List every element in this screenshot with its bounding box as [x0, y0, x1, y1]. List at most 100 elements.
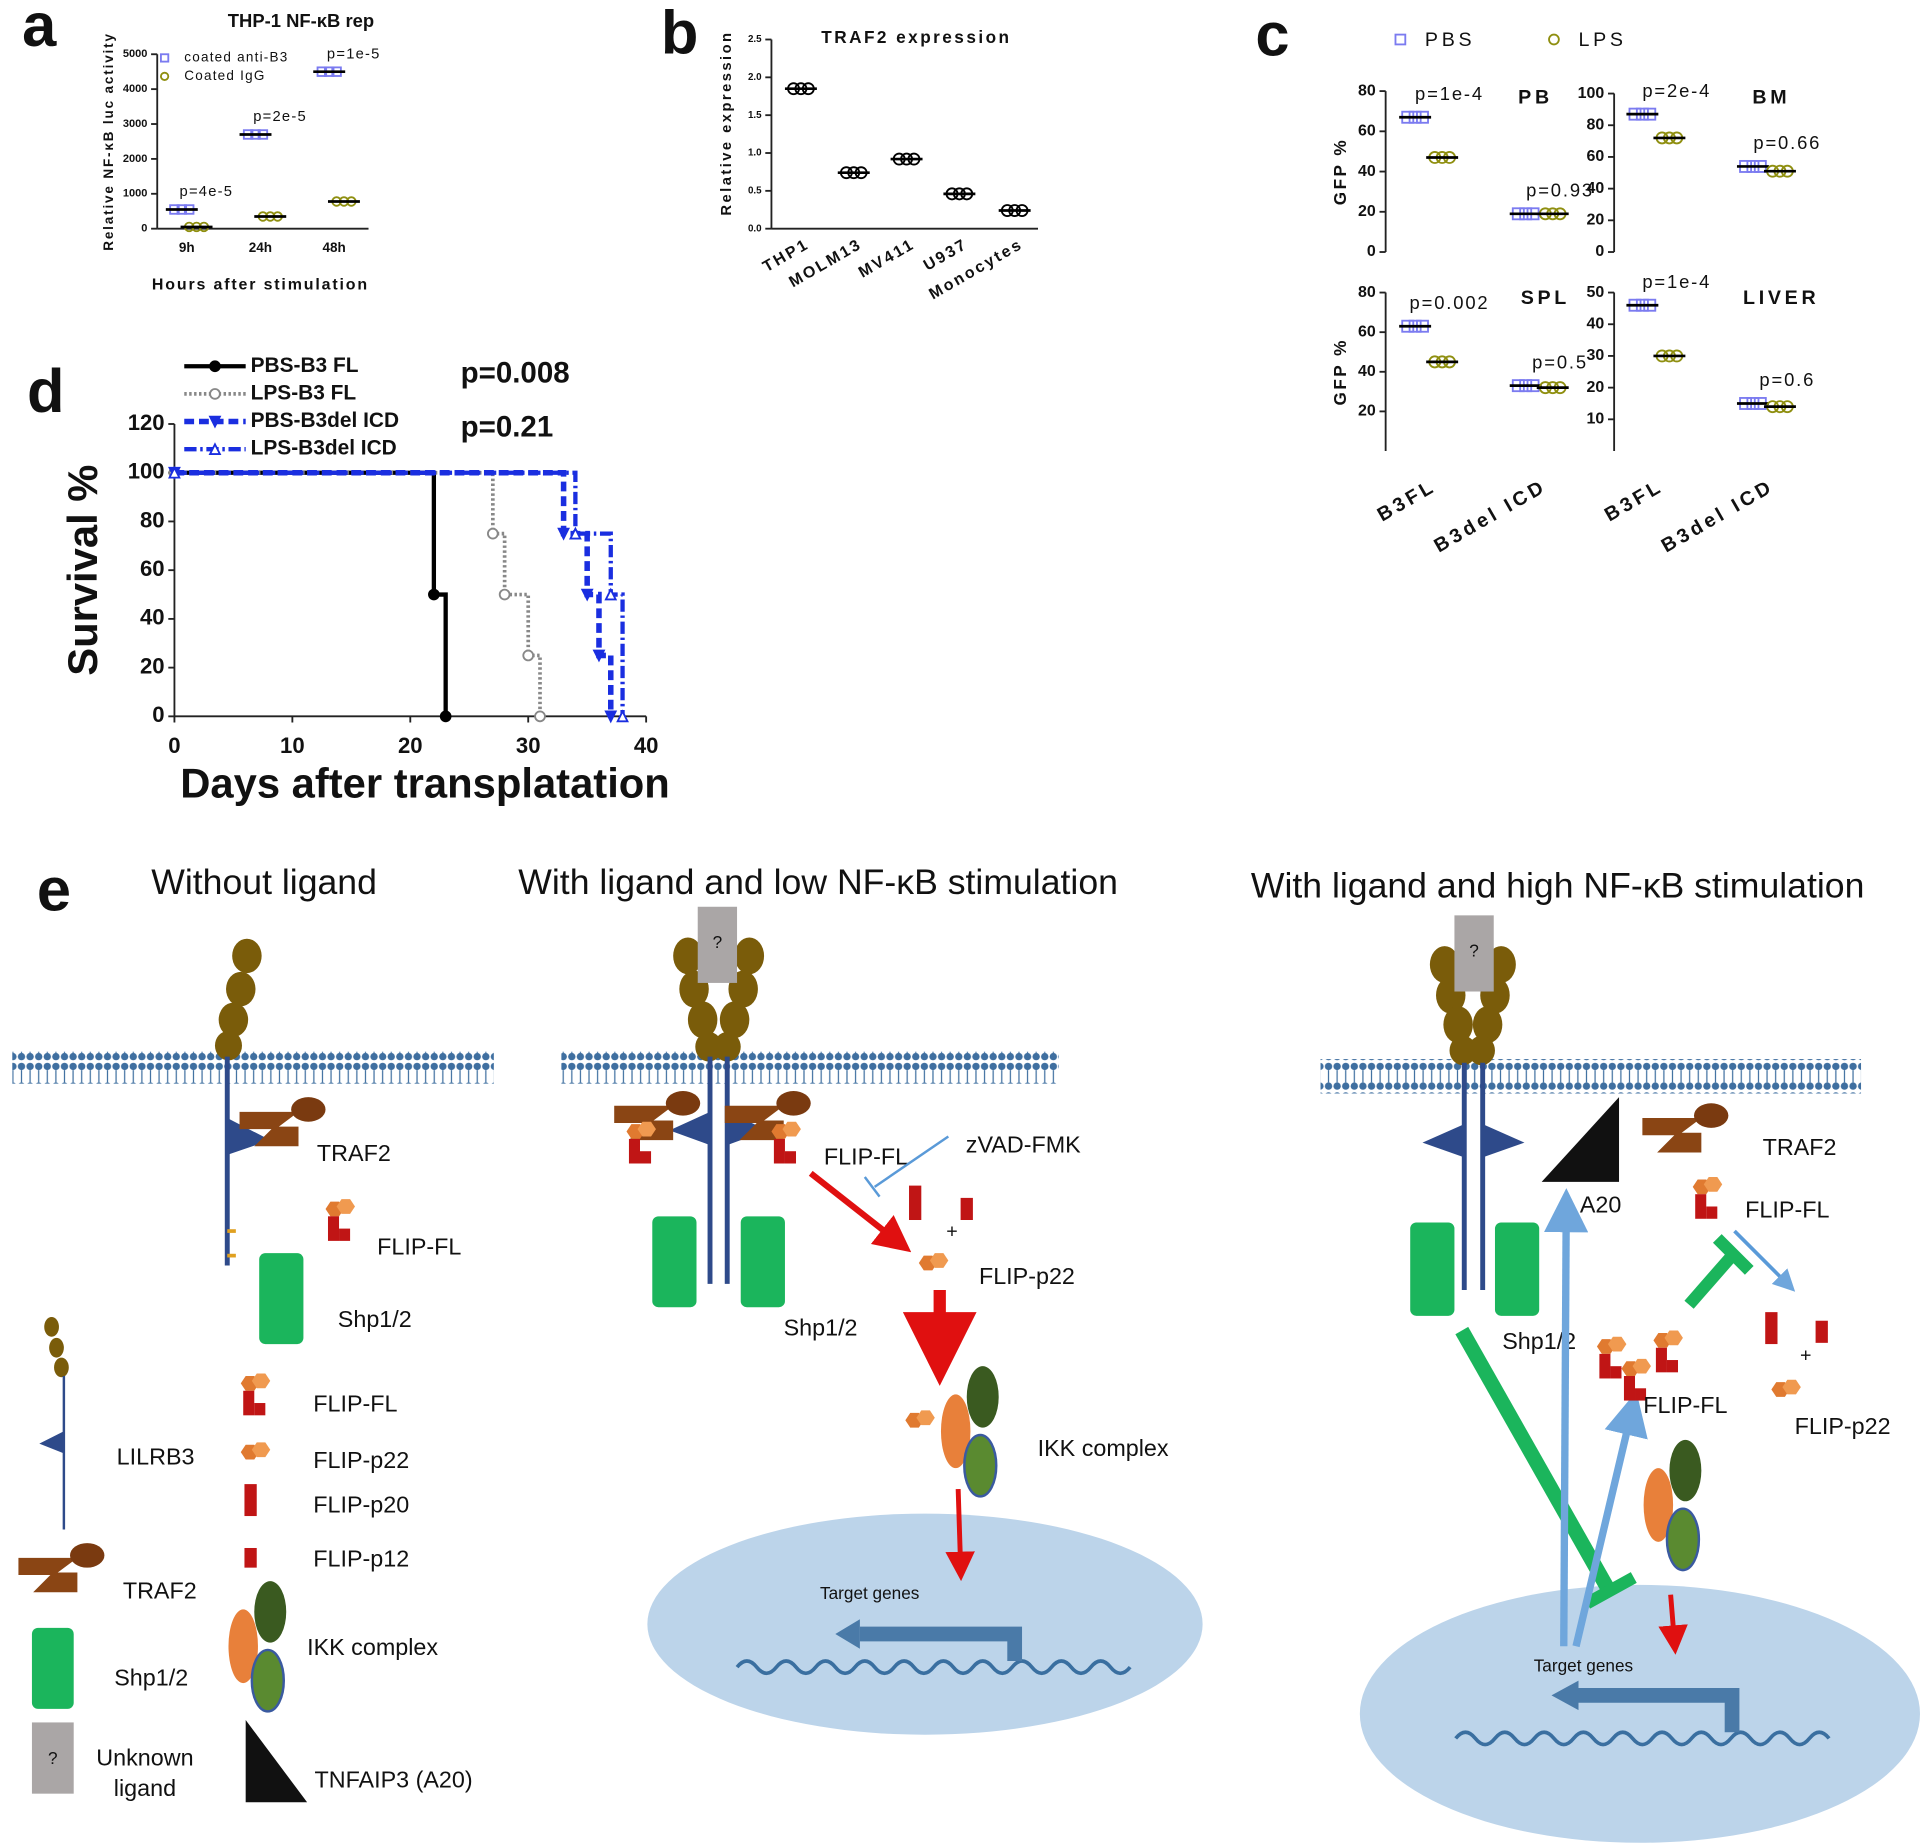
- flip-p22-icon: [918, 1253, 949, 1271]
- x-axis-label: Hours after stimulation: [152, 276, 369, 293]
- annotation: p=0.66: [1753, 132, 1821, 153]
- chart-title: TRAF2 expression: [821, 27, 1011, 47]
- y-tick-label: 2.5: [748, 34, 762, 45]
- legend-label: PBS: [1425, 29, 1475, 51]
- marker: [439, 710, 452, 723]
- label: zVAD-FMK: [966, 1131, 1081, 1157]
- y-tick-label: 2000: [123, 153, 148, 165]
- survival-curve: [174, 470, 542, 717]
- annotation: p=2e-4: [1642, 80, 1711, 101]
- marker: [1548, 33, 1560, 46]
- arrow: [1543, 1188, 1589, 1647]
- y-tick-label: 80: [140, 507, 165, 532]
- annotation: p=1e-4: [1642, 271, 1711, 292]
- flip-p22-icon: [1771, 1379, 1801, 1397]
- y-tick-label: 0.0: [748, 223, 762, 234]
- marker: [580, 588, 594, 602]
- flip-p22-icon: [240, 1442, 271, 1460]
- plus: +: [946, 1220, 957, 1242]
- y-tick-label: 1.0: [748, 148, 762, 159]
- y-tick-label: 5000: [123, 48, 148, 60]
- x-axis-label: Days after transplatation: [180, 759, 670, 806]
- arrow: [1572, 1391, 1648, 1648]
- y-tick-label: 20: [1358, 203, 1376, 220]
- arrow: [1658, 1594, 1688, 1655]
- transcription-arrow: [859, 1626, 1023, 1662]
- shp-icon: [1494, 1222, 1540, 1316]
- marker: [487, 527, 499, 540]
- a20-icon: [1541, 1097, 1620, 1182]
- legend-label: Unknown: [96, 1744, 193, 1770]
- y-tick-label: 80: [1358, 82, 1376, 99]
- legend-label: FLIP-FL: [313, 1391, 397, 1417]
- nucleus: [1359, 1584, 1920, 1843]
- marker: [160, 71, 170, 81]
- traf2-icon: [1642, 1103, 1729, 1153]
- inhibition-bar: [1584, 1572, 1637, 1609]
- marker: [498, 588, 511, 601]
- marker: [592, 649, 606, 663]
- ligand-icon: [31, 1722, 74, 1794]
- dna: [1454, 1730, 1831, 1747]
- arrow-head: [835, 1619, 860, 1649]
- receptor: [214, 938, 271, 1266]
- flip-icon: [626, 1121, 656, 1164]
- marker: [209, 360, 221, 373]
- annotation: p=4e-5: [180, 184, 234, 200]
- arrow: [1733, 1229, 1796, 1292]
- x-tick-label: 9h: [179, 240, 195, 255]
- marker: [522, 649, 535, 662]
- y-tick-label: 100: [1578, 85, 1605, 102]
- shp-icon: [740, 1216, 785, 1308]
- marker: [209, 388, 221, 400]
- label: TRAF2: [317, 1140, 391, 1166]
- marker: [604, 710, 618, 724]
- marker: [568, 526, 582, 540]
- label: FLIP-FL: [377, 1233, 461, 1259]
- y-tick-label: 60: [1587, 148, 1605, 165]
- annotation: p=1e-4: [1415, 83, 1484, 104]
- x-tick-label: 24h: [249, 240, 272, 255]
- y-axis-label: Relative NF-κB luc activity: [101, 32, 116, 251]
- x-tick-label: MV411: [856, 236, 918, 282]
- label: FLIP-FL: [1745, 1197, 1829, 1223]
- flip-p20-icon: [244, 1484, 257, 1517]
- diagram-title: With ligand and high NF-κB stimulation: [1251, 866, 1865, 906]
- arrow: [945, 1488, 975, 1582]
- legend-label: FLIP-p12: [313, 1545, 409, 1571]
- panel-letter: e: [37, 856, 71, 925]
- panel-letter: a: [22, 0, 57, 60]
- label: Target genes: [820, 1583, 919, 1603]
- label: FLIP-FL: [1643, 1392, 1727, 1418]
- inhibition-bar: [1712, 1234, 1754, 1275]
- shp-icon: [652, 1216, 697, 1308]
- nucleus: [647, 1513, 1203, 1735]
- marker: [208, 415, 222, 429]
- ligand-mark: ?: [713, 932, 723, 952]
- annotation: p=0.008: [461, 357, 570, 390]
- marker: [168, 465, 181, 479]
- label: FLIP-FL: [824, 1144, 908, 1170]
- x-tick-label: 10: [280, 733, 305, 758]
- y-tick-label: 40: [1358, 163, 1376, 180]
- y-tick-label: 2.0: [748, 72, 762, 83]
- flip-p22-icon: [905, 1410, 935, 1428]
- y-tick-label: 4000: [123, 83, 148, 95]
- ikk-icon: [227, 1579, 288, 1713]
- inhibition: [1455, 1326, 1616, 1595]
- marker: [428, 588, 440, 601]
- annotation: p=1e-5: [327, 46, 381, 62]
- inhibition: [873, 1135, 950, 1188]
- marker: [557, 527, 570, 541]
- flip-p12-icon: [244, 1547, 257, 1568]
- legend-label: ligand: [114, 1775, 176, 1801]
- legend-label: TNFAIP3 (A20): [314, 1767, 472, 1793]
- plus: +: [1800, 1345, 1811, 1367]
- marker: [616, 709, 629, 723]
- a20-icon: [245, 1719, 308, 1803]
- legend-label: Coated IgG: [184, 68, 265, 83]
- panel-title: PB: [1518, 87, 1553, 109]
- flip-icon: [325, 1199, 356, 1241]
- y-tick-label: 20: [1358, 403, 1376, 420]
